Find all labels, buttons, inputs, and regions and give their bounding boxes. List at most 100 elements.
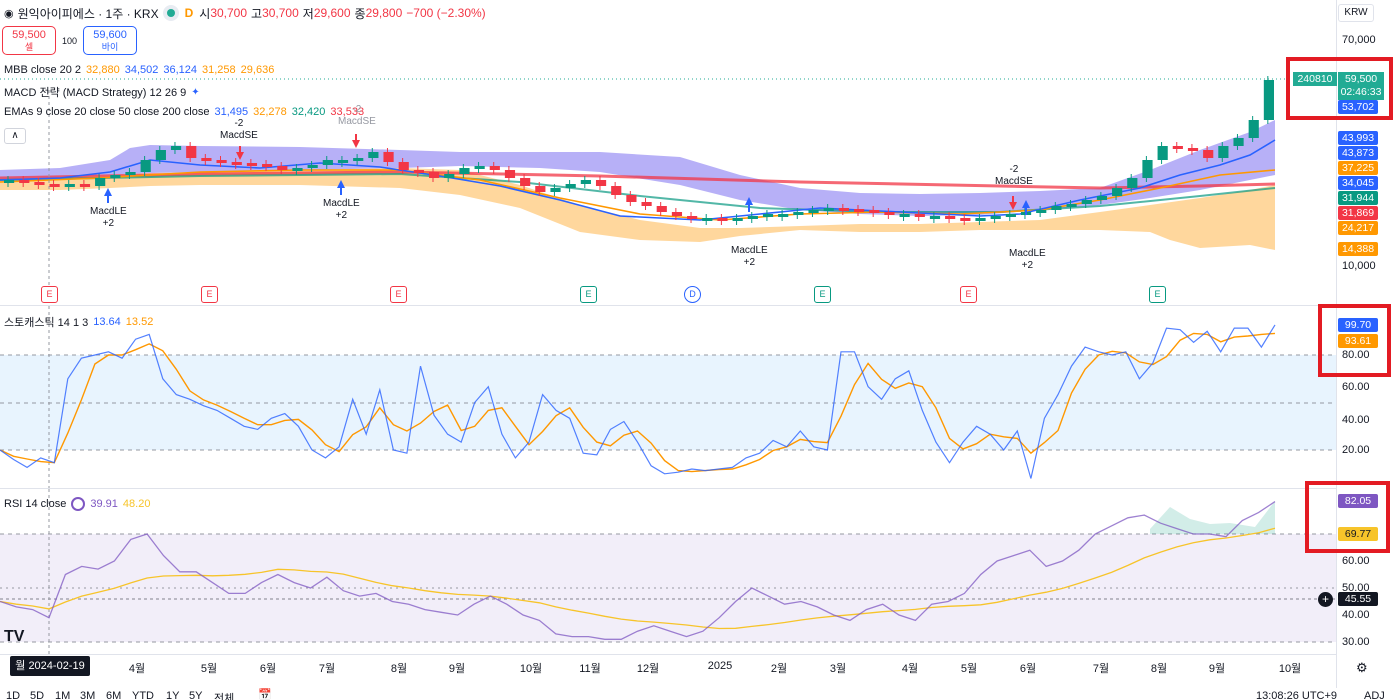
candle bbox=[975, 218, 986, 221]
candle bbox=[413, 170, 424, 173]
rsi-value: 39.91 bbox=[90, 498, 118, 510]
range-button[interactable]: YTD bbox=[132, 690, 154, 700]
signal-label: MacdLE +2 bbox=[731, 245, 768, 268]
ohlc-low-value: 29,600 bbox=[313, 6, 351, 20]
candle bbox=[19, 180, 30, 183]
candle bbox=[626, 195, 637, 202]
rsi-ma-value: 48.20 bbox=[122, 498, 151, 510]
macd-label: MACD 전략 (MACD Strategy) 12 26 9 bbox=[4, 87, 187, 99]
range-button[interactable]: 6M bbox=[106, 690, 122, 700]
range-button[interactable]: 5D bbox=[30, 690, 45, 700]
calendar-icon[interactable]: 📅 bbox=[258, 689, 272, 700]
pane-divider[interactable] bbox=[0, 305, 1336, 306]
symbol-title[interactable]: 원익아이피에스 · 1주 · KRX bbox=[17, 6, 159, 21]
earnings-event-icon[interactable]: E bbox=[41, 286, 58, 303]
add-plus-icon[interactable]: + bbox=[1318, 592, 1333, 607]
candle bbox=[262, 164, 273, 167]
dividend-event-icon[interactable]: D bbox=[684, 286, 701, 303]
candle bbox=[1066, 204, 1077, 207]
signal-label: -2 MacdSE bbox=[338, 104, 376, 127]
candle bbox=[79, 184, 91, 187]
earnings-event-icon[interactable]: E bbox=[814, 286, 831, 303]
candle bbox=[960, 218, 971, 221]
candle bbox=[246, 163, 258, 166]
candle bbox=[884, 212, 895, 215]
price-level-tag: 53,702 bbox=[1338, 100, 1378, 114]
rsi-tick: 60.00 bbox=[1342, 555, 1370, 567]
range-button[interactable]: 전체 bbox=[214, 693, 235, 700]
stoch-tick: 40.00 bbox=[1342, 414, 1370, 426]
candle bbox=[914, 214, 925, 217]
time-axis-label: 4월 bbox=[128, 663, 146, 675]
candle bbox=[1233, 138, 1244, 146]
time-axis-label: 6월 bbox=[259, 663, 277, 675]
tradingview-logo-icon[interactable]: TV bbox=[4, 628, 25, 645]
candle bbox=[186, 146, 197, 158]
earnings-event-icon[interactable]: E bbox=[1149, 286, 1166, 303]
stoch-d-value: 13.52 bbox=[125, 316, 154, 328]
strategy-icon[interactable]: ✦ bbox=[191, 86, 200, 98]
symbol-legend: ◉ 원익아이피에스 · 1주 · KRX D 시 30,700 고 30,700 저… bbox=[4, 4, 486, 22]
mbb-legend[interactable]: MBB close 20 2 32,880 34,502 36,124 31,2… bbox=[4, 64, 274, 76]
clock-time[interactable]: 13:08:26 UTC+9 bbox=[1256, 690, 1338, 700]
highlight-frame bbox=[1286, 57, 1393, 120]
range-button[interactable]: 1M bbox=[55, 690, 71, 700]
earnings-event-icon[interactable]: E bbox=[580, 286, 597, 303]
adjust-toggle[interactable]: ADJ bbox=[1364, 690, 1385, 700]
range-button[interactable]: 1Y bbox=[166, 690, 180, 700]
price-level-tag: 14,388 bbox=[1338, 242, 1378, 256]
candle bbox=[1172, 146, 1183, 149]
sell-button[interactable]: 59,500 셀 bbox=[2, 26, 56, 55]
candle bbox=[353, 158, 364, 161]
candle bbox=[474, 166, 485, 169]
rsi-chart[interactable] bbox=[0, 489, 1336, 654]
currency-button[interactable]: KRW bbox=[1338, 4, 1374, 22]
candle bbox=[580, 180, 591, 184]
candle bbox=[595, 180, 607, 186]
candle bbox=[1081, 200, 1092, 204]
candle bbox=[1203, 150, 1214, 158]
candle bbox=[1218, 146, 1229, 158]
candle bbox=[337, 160, 349, 163]
earnings-event-icon[interactable]: E bbox=[390, 286, 407, 303]
range-button[interactable]: 1D bbox=[6, 690, 21, 700]
last-price: 59,500 bbox=[1344, 73, 1378, 85]
stoch-legend[interactable]: 스토캐스틱 14 1 3 13.64 13.52 bbox=[4, 314, 153, 330]
gear-icon[interactable]: ⚙ bbox=[1356, 660, 1368, 675]
rsi-legend[interactable]: RSI 14 close 39.91 48.20 bbox=[4, 497, 150, 511]
earnings-event-icon[interactable]: E bbox=[960, 286, 977, 303]
eye-icon[interactable]: ◉ bbox=[4, 7, 14, 20]
range-button[interactable]: 5Y bbox=[189, 690, 203, 700]
earnings-event-icon[interactable]: E bbox=[201, 286, 218, 303]
price-level-tag: 24,217 bbox=[1338, 221, 1378, 235]
macd-legend[interactable]: MACD 전략 (MACD Strategy) 12 26 9 ✦ bbox=[4, 84, 200, 100]
candle bbox=[778, 214, 789, 217]
ohlc-close-key: 종 bbox=[354, 6, 366, 21]
rsi-tag: 82.05 bbox=[1338, 494, 1378, 508]
refresh-icon[interactable] bbox=[71, 497, 86, 511]
sell-label: 셀 bbox=[24, 42, 34, 52]
price-change: −700 (−2.30%) bbox=[406, 6, 486, 20]
buy-price: 59,600 bbox=[93, 29, 127, 41]
time-axis-label: 8월 bbox=[1150, 663, 1168, 675]
buy-button[interactable]: 59,600 바이 bbox=[83, 26, 138, 55]
time-axis-label: 6월 bbox=[1019, 663, 1037, 675]
candle bbox=[398, 162, 409, 170]
rsi-tick: 30.00 bbox=[1342, 636, 1370, 648]
range-button[interactable]: 3M bbox=[80, 690, 96, 700]
time-axis-label: 11월 bbox=[579, 663, 601, 675]
time-axis-border bbox=[0, 654, 1336, 655]
pane-divider[interactable] bbox=[0, 488, 1336, 489]
stochastic-chart[interactable] bbox=[0, 306, 1336, 488]
emas-legend[interactable]: EMAs 9 close 20 close 50 close 200 close… bbox=[4, 106, 364, 118]
price-tick: 10,000 bbox=[1342, 260, 1376, 272]
candle bbox=[702, 218, 713, 221]
collapse-legend-button[interactable]: ∧ bbox=[4, 128, 26, 144]
candle bbox=[945, 216, 956, 219]
candle bbox=[929, 216, 941, 219]
ohlc-open-key: 시 bbox=[199, 6, 211, 21]
candle bbox=[110, 175, 121, 178]
price-tick: 70,000 bbox=[1342, 34, 1376, 46]
candle bbox=[201, 158, 212, 161]
price-chart[interactable] bbox=[0, 0, 1336, 305]
